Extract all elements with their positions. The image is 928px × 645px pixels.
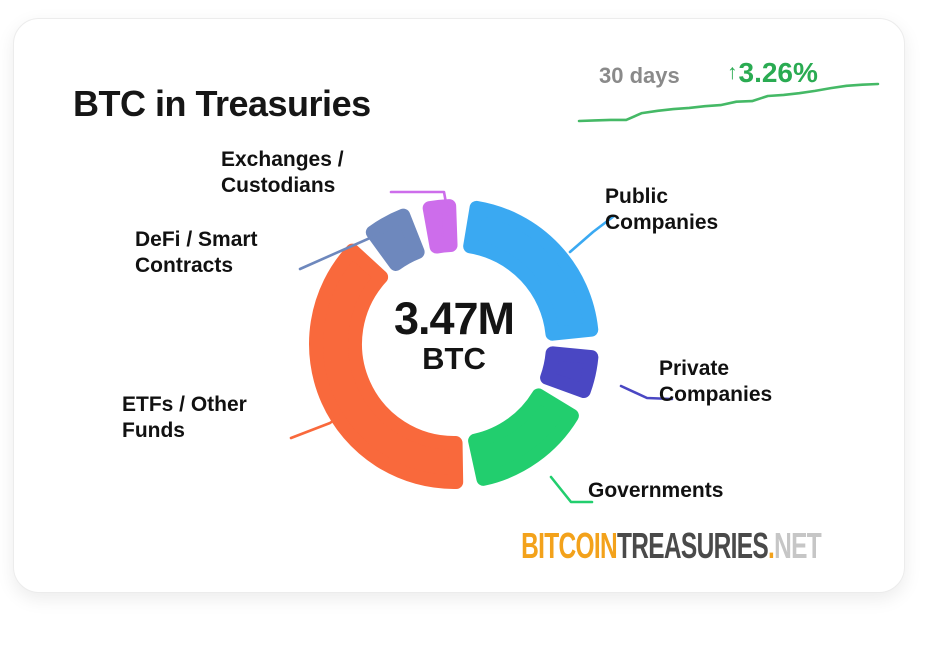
label-governments: Governments [588,478,723,504]
label-public-companies: Public Companies [605,184,718,236]
sparkline-path [577,82,880,123]
treasuries-card: BTC in Treasuries 30 days ↑3.26% 3.47M B… [13,18,905,593]
label-line: Contracts [135,254,234,277]
donut-segment-defi-smart-contracts[interactable] [365,208,425,271]
up-arrow-icon: ↑ [727,61,738,84]
label-defi-smart-contracts: DeFi / Smart Contracts [135,227,258,279]
label-line: Companies [605,211,719,234]
trend-change: ↑3.26% [727,57,818,89]
label-line: Governments [588,479,724,502]
bitcointreasuries-logo-link[interactable]: BITCOINTREASURIES.NET [521,525,822,567]
brand-net: NET [774,525,822,566]
donut-center-label: 3.47M BTC [354,296,554,376]
total-unit: BTC [422,341,486,376]
donut-chart [309,199,599,489]
donut-segment-public-companies[interactable] [463,200,599,341]
label-line: DeFi / Smart [135,228,258,251]
brand-bitcoin: BITCOIN [521,525,618,566]
label-private-companies: Private Companies [659,356,772,408]
label-line: Public [605,185,669,208]
donut-segment-governments[interactable] [468,388,579,486]
page-title: BTC in Treasuries [73,83,371,125]
brand-dot: . [767,525,775,566]
label-line: Companies [659,383,773,406]
label-etfs-other-funds: ETFs / Other Funds [122,392,247,444]
label-line: Private [659,357,730,380]
donut-segment-private-companies[interactable] [540,346,599,398]
label-line: Funds [122,419,185,442]
trend-period-label: 30 days [599,63,680,88]
trend-change-value: 3.26% [738,57,818,88]
label-line: Exchanges / [221,148,344,171]
label-line: Custodians [221,174,336,197]
donut-segment-exchanges-custodians[interactable] [422,199,458,254]
label-exchanges-custodians: Exchanges / Custodians [221,147,344,199]
label-line: ETFs / Other [122,393,247,416]
trend-sparkline [577,82,880,123]
total-value: 3.47M [393,293,515,344]
brand-treasuries: TREASURIES [616,525,769,566]
